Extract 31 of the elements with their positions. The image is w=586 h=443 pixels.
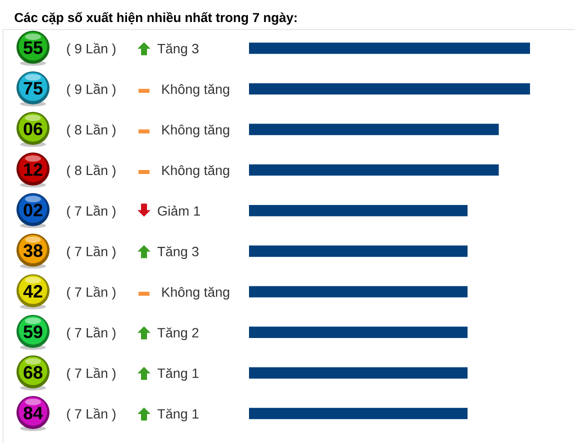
text: Giảm 1: [158, 206, 200, 216]
y-tick-label: 12: [24, 163, 42, 176]
text: Không tăng: [162, 124, 230, 138]
y-tick-label: 59: [24, 325, 42, 338]
text: Không tăng: [162, 165, 230, 178]
y-tick-label: 68: [24, 366, 42, 379]
data-label: ( 8 Lần ): [67, 124, 116, 138]
text: Tăng 2: [158, 327, 198, 340]
y-tick-label: 38: [23, 244, 42, 258]
data-label: ( 9 Lần ): [67, 42, 116, 56]
chart-title: Các cặp số xuất hiện nhiều nhất trong 7 ngày:: [14, 12, 296, 25]
text: Tăng 1: [158, 368, 198, 381]
data-label: ( 7 Lần ): [67, 368, 116, 381]
data-label: ( 7 Lần ): [67, 205, 116, 218]
text: Tăng 3: [158, 246, 198, 259]
text: Không tăng: [162, 286, 230, 300]
y-tick-label: 55: [24, 42, 42, 54]
data-label: ( 9 Lần ): [67, 84, 116, 97]
text: Tăng 1: [158, 408, 198, 422]
text: Tăng 3: [158, 43, 198, 56]
y-tick-label: 84: [24, 406, 43, 420]
data-label: ( 7 Lần ): [67, 246, 116, 259]
y-tick-label: 75: [24, 82, 42, 95]
data-label: ( 7 Lần ): [67, 408, 116, 422]
y-tick-label: 06: [24, 122, 42, 136]
text: Không tăng: [162, 84, 230, 97]
y-tick-label: 02: [24, 204, 42, 216]
data-label: ( 7 Lần ): [67, 286, 116, 300]
data-label: ( 8 Lần ): [67, 164, 116, 178]
y-tick-label: 42: [23, 284, 42, 298]
data-label: ( 7 Lần ): [67, 326, 116, 340]
